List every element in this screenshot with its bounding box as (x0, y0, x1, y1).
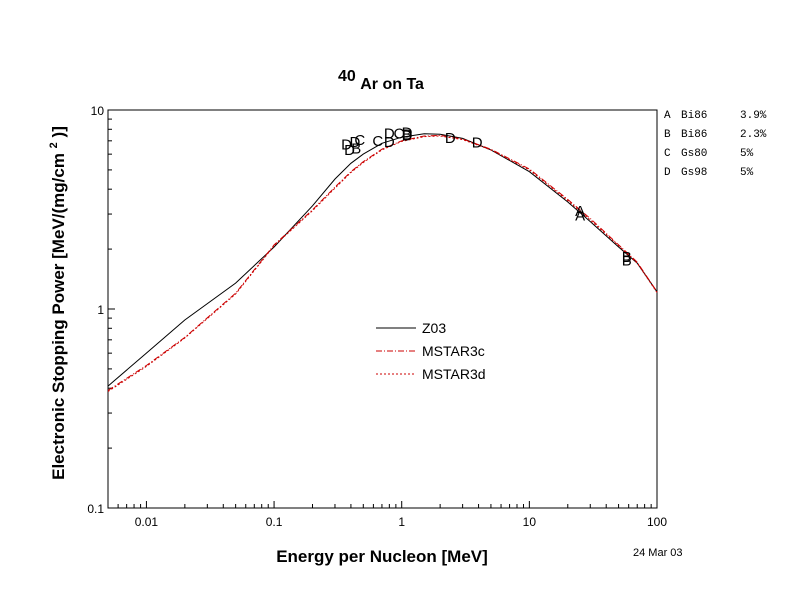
title-main: Ar on Ta (360, 76, 424, 93)
reference-name: Gs80 (681, 148, 707, 160)
reference-list: A Bi86 3.9% B Bi86 2.3% C Gs80 5% D Gs98 5% (664, 110, 767, 179)
data-marker-b: B (622, 249, 632, 266)
data-marker-b: B (622, 253, 632, 270)
legend: Z03 MSTAR3c MSTAR3d (376, 320, 486, 382)
reference-name: Bi86 (681, 129, 707, 141)
legend-label-mstar3c: MSTAR3c (422, 343, 485, 359)
data-marker-c: C (372, 133, 383, 150)
series-line-z03 (107, 133, 658, 387)
data-marker-a: A (575, 203, 585, 220)
series-line-mstar3c (107, 134, 658, 391)
chart-title: 40 Ar on Ta (338, 68, 424, 93)
reference-uncertainty: 3.9% (740, 110, 767, 122)
data-marker-a: A (575, 208, 585, 225)
data-marker-d: D (350, 134, 361, 151)
x-tick-label: 1 (398, 515, 405, 529)
data-marker-d: D (402, 125, 413, 142)
data-marker-d: D (341, 137, 352, 154)
data-marker-d: D (344, 142, 355, 159)
y-axis-title-sup: 2 (48, 142, 60, 148)
y-axis-title-end: )] (49, 126, 68, 137)
y-axis-title-main: Electronic Stopping Power [MeV/(mg/cm (49, 153, 68, 480)
reference-id: C (664, 148, 671, 160)
x-tick-label: 0.1 (266, 515, 283, 529)
legend-label-mstar3d: MSTAR3d (422, 366, 486, 382)
reference-uncertainty: 2.3% (740, 129, 767, 141)
reference-name: Bi86 (681, 110, 707, 122)
reference-name: Gs98 (681, 167, 707, 179)
x-tick-label: 0.01 (135, 515, 159, 529)
data-marker-d: D (472, 135, 483, 152)
data-marker-d: D (384, 134, 395, 151)
x-tick-label: 10 (523, 515, 537, 529)
data-marker-d: D (402, 127, 413, 144)
reference-id: A (664, 110, 671, 122)
data-marker-b: B (351, 141, 361, 158)
reference-uncertainty: 5% (740, 148, 754, 160)
data-marker-d: D (384, 126, 395, 143)
x-tick-label: 100 (647, 515, 667, 529)
plot-frame (107, 109, 658, 509)
reference-id: B (664, 129, 671, 141)
series-lines (107, 133, 658, 392)
title-superscript: 40 (338, 68, 356, 85)
y-tick-label: 10 (91, 104, 105, 118)
y-tick-label: 0.1 (87, 502, 104, 516)
series-line-mstar3d (107, 135, 658, 392)
data-marker-d: D (445, 130, 456, 147)
data-marker-b: B (402, 126, 412, 143)
y-axis-title: Electronic Stopping Power [MeV/(mg/cm 2 … (42, 126, 68, 480)
legend-label-z03: Z03 (422, 320, 446, 336)
x-axis-title: Energy per Nucleon [MeV] (276, 547, 488, 566)
data-marker-c: C (393, 126, 404, 143)
reference-uncertainty: 5% (740, 167, 754, 179)
y-tick-label: 1 (97, 303, 104, 317)
reference-id: D (664, 167, 671, 179)
date-stamp: 24 Mar 03 (633, 547, 683, 559)
data-marker-c: C (354, 132, 365, 149)
axis-ticks: 0.01 0.1 1 10 100 0.1 1 10 (87, 104, 667, 529)
